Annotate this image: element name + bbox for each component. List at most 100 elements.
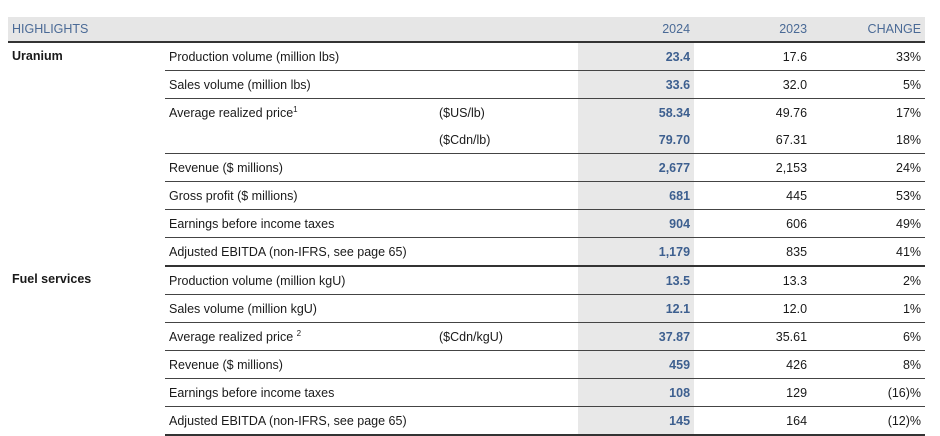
- table-row: Uranium Production volume (million lbs) 23…: [8, 42, 926, 71]
- footnote-marker: 1: [293, 104, 298, 114]
- row-unit: [435, 378, 579, 407]
- value-change: 49%: [811, 209, 926, 238]
- table-row: Fuel services Production volume (million …: [8, 266, 926, 295]
- table-row: Sales volume (million lbs) 33.6 32.0 5%: [8, 70, 926, 99]
- value-2023: 12.0: [694, 294, 812, 323]
- row-unit: ($US/lb): [439, 105, 485, 120]
- table-row: Gross profit ($ millions) 681 445 53%: [8, 181, 926, 210]
- row-unit: [435, 266, 579, 295]
- value-2024: 79.70: [578, 126, 695, 154]
- col-2024-header: 2024: [578, 17, 695, 43]
- row-label: Earnings before income taxes: [165, 378, 435, 407]
- row-label: Revenue ($ millions): [165, 350, 435, 379]
- row-label: Adjusted EBITDA (non-IFRS, see page 65): [165, 237, 435, 267]
- value-change: 5%: [811, 70, 926, 99]
- value-2023: 426: [694, 350, 812, 379]
- row-unit: [435, 209, 579, 238]
- row-unit: ($Cdn/lb): [435, 126, 579, 154]
- value-2024: 12.1: [578, 294, 695, 323]
- value-change: 1%: [811, 294, 926, 323]
- value-2024: 108: [578, 378, 695, 407]
- row-label: Revenue ($ millions): [165, 153, 435, 182]
- value-change: 2%: [811, 266, 926, 295]
- value-change: (16)%: [811, 378, 926, 407]
- row-label: Earnings before income taxes: [165, 209, 435, 238]
- table-row: Average realized price 2 ($Cdn/kgU) 37.87 3…: [8, 322, 926, 351]
- row-label-text: Average realized price: [169, 106, 294, 121]
- footnote-marker: 2: [296, 328, 302, 338]
- table-row: Earnings before income taxes 904 606 49%: [8, 209, 926, 238]
- value-2024: 58.34: [578, 98, 695, 126]
- value-2023: 129: [694, 378, 812, 407]
- row-label-text: Average realized price: [169, 330, 297, 345]
- row-label: Gross profit ($ millions): [165, 181, 435, 210]
- value-2023: 17.6: [694, 42, 812, 71]
- section-name: Uranium: [12, 49, 63, 63]
- table-row: Average realized price1 ($US/lb) 58.34 49.7…: [8, 98, 925, 127]
- col-2023-header: 2023: [694, 17, 812, 43]
- row-label-text: Production volume (million kgU): [169, 273, 346, 288]
- value-2024: 1,179: [578, 237, 695, 267]
- highlights-table: HIGHLIGHTS 2024 2023 CHANGE Uranium Produ…: [8, 17, 926, 436]
- row-label: Production volume (million lbs): [165, 42, 435, 71]
- row-label-text: Gross profit ($ millions): [169, 188, 298, 203]
- value-2023: 606: [694, 209, 812, 238]
- row-label: Production volume (million kgU): [165, 266, 435, 295]
- header-row: HIGHLIGHTS 2024 2023 CHANGE: [8, 17, 926, 43]
- value-change: 24%: [811, 153, 926, 182]
- value-2023: 445: [694, 181, 812, 210]
- table-row: Sales volume (million kgU) 12.1 12.0 1%: [8, 294, 926, 323]
- row-label: Average realized price 2: [165, 322, 435, 351]
- row-unit: [435, 294, 579, 323]
- row-label: Sales volume (million kgU): [165, 294, 435, 323]
- value-change: 18%: [811, 126, 926, 154]
- value-change: 33%: [811, 42, 926, 71]
- row-label-text: Production volume (million lbs): [169, 49, 340, 64]
- table-row: Revenue ($ millions) 459 426 8%: [8, 350, 926, 379]
- value-2023: 49.76: [775, 105, 808, 120]
- table-row: ($Cdn/lb) 79.70 67.31 18%: [8, 126, 926, 154]
- value-change: 53%: [811, 181, 926, 210]
- value-2024: 459: [578, 350, 695, 379]
- section-name: Fuel services: [12, 272, 92, 286]
- value-2023: 2,153: [694, 153, 812, 182]
- row-unit: [435, 42, 579, 71]
- row-label-text: Revenue ($ millions): [169, 160, 283, 175]
- value-2023: 13.3: [694, 266, 812, 295]
- table-title: HIGHLIGHTS: [8, 17, 579, 43]
- table-row: Revenue ($ millions) 2,677 2,153 24%: [8, 153, 926, 182]
- value-change: 17%: [896, 105, 922, 120]
- value-2024: 37.87: [578, 322, 695, 351]
- value-2023: 67.31: [694, 126, 812, 154]
- value-change: 41%: [811, 237, 926, 267]
- table-row: Adjusted EBITDA (non-IFRS, see page 65) 1…: [8, 237, 926, 267]
- row-unit: [435, 237, 579, 267]
- row-unit: [435, 153, 579, 182]
- row-label: Sales volume (million lbs): [165, 70, 435, 99]
- value-change: 6%: [811, 322, 926, 351]
- table-row: Earnings before income taxes 108 129 (16)%: [8, 378, 926, 407]
- row-unit: [435, 350, 579, 379]
- row-label-text: Earnings before income taxes: [169, 385, 335, 400]
- value-2024: 13.5: [578, 266, 695, 295]
- value-change: 8%: [811, 350, 926, 379]
- value-2024: 33.6: [578, 70, 695, 99]
- row-unit: [435, 70, 579, 99]
- row-unit: ($Cdn/kgU): [435, 322, 579, 351]
- value-2023: 32.0: [694, 70, 812, 99]
- row-label-text: Adjusted EBITDA (non-IFRS, see page 65): [169, 244, 407, 259]
- row-unit: [435, 181, 579, 210]
- row-label-text: Earnings before income taxes: [169, 216, 335, 231]
- value-2024: 2,677: [578, 153, 695, 182]
- value-2024: 23.4: [578, 42, 695, 71]
- row-label: [165, 126, 435, 154]
- row-label-text: Revenue ($ millions): [169, 357, 283, 372]
- row-label: Average realized price1: [165, 99, 435, 127]
- value-2023: 835: [694, 237, 812, 267]
- value-2023: 35.61: [694, 322, 812, 351]
- row-label-text: Adjusted EBITDA (non-IFRS, see page 65): [169, 413, 407, 428]
- col-change-header: CHANGE: [811, 17, 926, 43]
- row-label-text: Sales volume (million kgU): [169, 301, 317, 316]
- value-2024: 681: [578, 181, 695, 210]
- value-2024: 904: [578, 209, 695, 238]
